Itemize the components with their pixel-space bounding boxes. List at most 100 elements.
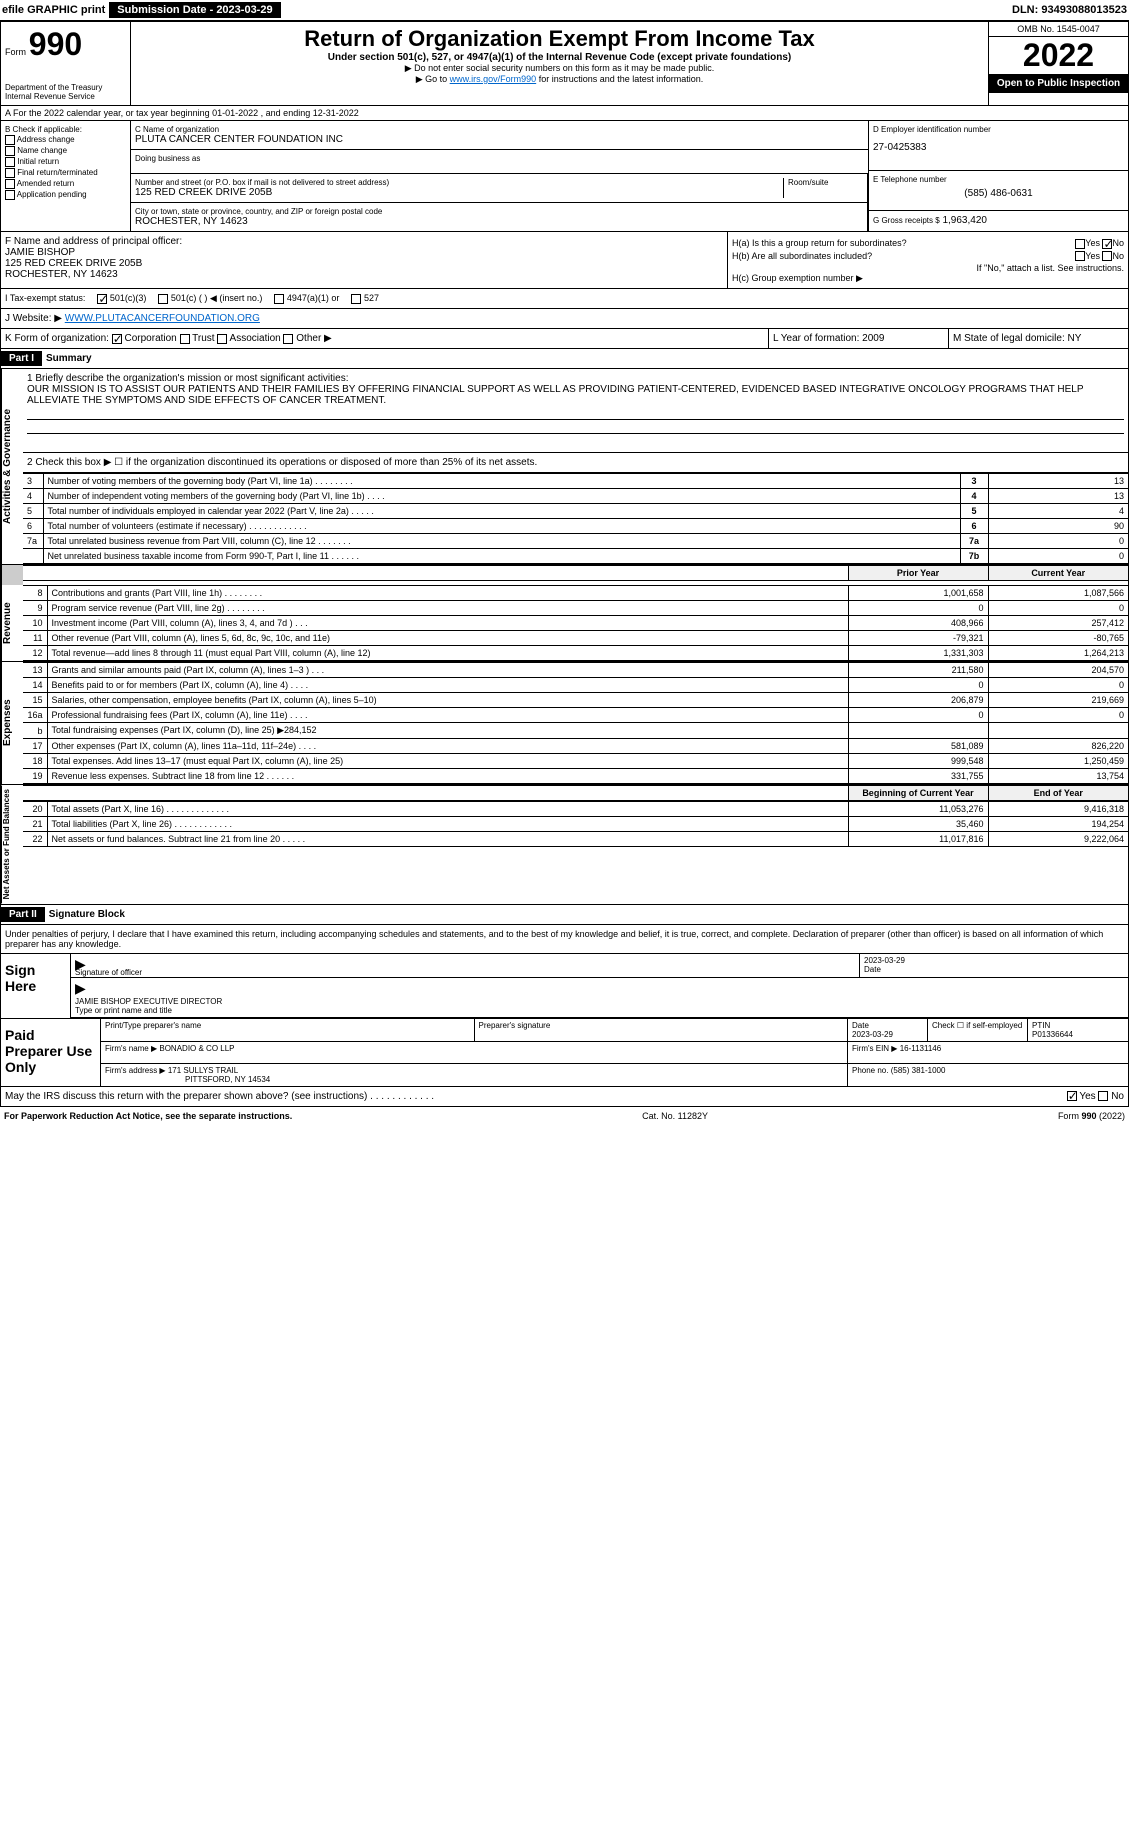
officer-addr2: ROCHESTER, NY 14623	[5, 269, 723, 280]
submission-date-button[interactable]: Submission Date - 2023-03-29	[109, 2, 280, 18]
dln-label: DLN: 93493088013523	[1012, 4, 1127, 16]
ha-label: H(a) Is this a group return for subordin…	[732, 238, 907, 249]
check-b-option[interactable]: Final return/terminated	[5, 168, 126, 178]
col-d: D Employer identification number 27-0425…	[868, 121, 1128, 231]
hb-no-checkbox[interactable]	[1102, 251, 1112, 261]
footer: For Paperwork Reduction Act Notice, see …	[0, 1107, 1129, 1125]
org-name: PLUTA CANCER CENTER FOUNDATION INC	[135, 134, 864, 145]
street-box: Number and street (or P.O. box if mail i…	[135, 178, 783, 198]
l-year: L Year of formation: 2009	[768, 329, 948, 348]
part-2: Part II Signature Block Under penalties …	[0, 905, 1129, 1107]
table-row: 10Investment income (Part VIII, column (…	[23, 616, 1128, 631]
mission-text: OUR MISSION IS TO ASSIST OUR PATIENTS AN…	[27, 384, 1124, 406]
table-row: 16aProfessional fundraising fees (Part I…	[23, 708, 1128, 723]
firm-ein-cell: Firm's EIN ▶ 16-1131146	[848, 1042, 1128, 1063]
ein-box: D Employer identification number 27-0425…	[869, 121, 1128, 171]
irs-link[interactable]: www.irs.gov/Form990	[450, 74, 537, 84]
k-option[interactable]: Other ▶	[283, 333, 331, 344]
part-2-header: Part II	[1, 907, 45, 922]
header-right: OMB No. 1545-0047 2022 Open to Public In…	[988, 22, 1128, 105]
mission-label: 1 Briefly describe the organization's mi…	[27, 373, 1124, 384]
hb-note: If "No," attach a list. See instructions…	[732, 263, 1124, 273]
k-label: K Form of organization:	[5, 333, 109, 344]
table-row: 3Number of voting members of the governi…	[23, 474, 1128, 489]
form-prefix: Form	[5, 47, 26, 57]
col-c-org: C Name of organization PLUTA CANCER CENT…	[131, 121, 868, 231]
section-b-cd: B Check if applicable: Address change Na…	[0, 121, 1129, 232]
check-b-option[interactable]: Application pending	[5, 190, 126, 200]
col-b-checkboxes: B Check if applicable: Address change Na…	[1, 121, 131, 231]
ptin-cell: PTINP01336644	[1028, 1019, 1128, 1041]
check-b-option[interactable]: Address change	[5, 135, 126, 145]
check-b-option[interactable]: Amended return	[5, 179, 126, 189]
ha-no-checkbox[interactable]	[1102, 239, 1112, 249]
phone-value: (585) 486-0631	[873, 188, 1124, 199]
table-row: 22Net assets or fund balances. Subtract …	[23, 832, 1128, 847]
officer-name-field: ▶ JAMIE BISHOP EXECUTIVE DIRECTOR Type o…	[71, 978, 1128, 1017]
website-link[interactable]: WWW.PLUTACANCERFOUNDATION.ORG	[65, 313, 260, 324]
hb-answers: Yes No	[1075, 251, 1124, 262]
top-bar: efile GRAPHIC print Submission Date - 20…	[0, 0, 1129, 21]
gov-table: 3Number of voting members of the governi…	[23, 473, 1128, 564]
discuss-answers: Yes No	[1067, 1091, 1124, 1102]
section-fh: F Name and address of principal officer:…	[0, 232, 1129, 289]
discuss-yes-checkbox[interactable]	[1067, 1091, 1077, 1101]
phone-box: E Telephone number (585) 486-0631	[869, 171, 1128, 211]
hc-label: H(c) Group exemption number ▶	[732, 273, 1124, 284]
gross-box: G Gross receipts $ 1,963,420	[869, 211, 1128, 230]
col-f: F Name and address of principal officer:…	[1, 232, 728, 288]
table-row: 6Total number of volunteers (estimate if…	[23, 519, 1128, 534]
org-name-box: C Name of organization PLUTA CANCER CENT…	[131, 121, 868, 150]
goto-instruction: ▶ Go to www.irs.gov/Form990 for instruct…	[135, 74, 984, 85]
4947-checkbox[interactable]	[274, 294, 284, 304]
end-year-header: End of Year	[988, 786, 1128, 801]
table-row: 11Other revenue (Part VIII, column (A), …	[23, 631, 1128, 646]
part-1: Part I Summary Activities & Governance 1…	[0, 349, 1129, 904]
m-state: M State of legal domicile: NY	[948, 329, 1128, 348]
ha-yes-checkbox[interactable]	[1075, 239, 1085, 249]
dept-label: Department of the Treasury	[5, 83, 126, 92]
tax-year: 2022	[989, 37, 1128, 74]
subtitle: Under section 501(c), 527, or 4947(a)(1)…	[135, 52, 984, 63]
table-row: 9Program service revenue (Part VIII, lin…	[23, 601, 1128, 616]
sig-date-field: 2023-03-29 Date	[860, 954, 1128, 977]
sign-here-label: Sign Here	[1, 954, 71, 1018]
ein-value: 27-0425383	[873, 142, 1124, 153]
street-value: 125 RED CREEK DRIVE 205B	[135, 187, 783, 198]
self-emp-cell: Check ☐ if self-employed	[928, 1019, 1028, 1041]
table-row: 20Total assets (Part X, line 16) . . . .…	[23, 802, 1128, 817]
table-row: 17Other expenses (Part IX, column (A), l…	[23, 739, 1128, 754]
prep-date-cell: Date2023-03-29	[848, 1019, 928, 1041]
net-header-table: Beginning of Current YearEnd of Year	[23, 785, 1128, 801]
501c-checkbox[interactable]	[158, 294, 168, 304]
side-governance: Activities & Governance	[1, 369, 23, 564]
hb-yes-checkbox[interactable]	[1075, 251, 1085, 261]
check-b-option[interactable]: Name change	[5, 146, 126, 156]
table-row: 13Grants and similar amounts paid (Part …	[23, 663, 1128, 678]
table-row: 19Revenue less expenses. Subtract line 1…	[23, 769, 1128, 784]
city-label: City or town, state or province, country…	[135, 207, 863, 216]
officer-addr1: 125 RED CREEK DRIVE 205B	[5, 258, 723, 269]
527-checkbox[interactable]	[351, 294, 361, 304]
begin-year-header: Beginning of Current Year	[848, 786, 988, 801]
phone-label: E Telephone number	[873, 175, 1124, 184]
net-table: 20Total assets (Part X, line 16) . . . .…	[23, 801, 1128, 847]
ssn-note: ▶ Do not enter social security numbers o…	[135, 63, 984, 74]
check-b-option[interactable]: Initial return	[5, 157, 126, 167]
paid-prep-label: Paid Preparer Use Only	[1, 1019, 101, 1086]
k-option[interactable]: Corporation	[112, 333, 180, 344]
web-j-label: J Website: ▶	[5, 313, 62, 324]
dba-box: Doing business as	[131, 150, 868, 174]
k-option[interactable]: Trust	[180, 333, 218, 344]
firm-phone-cell: Phone no. (585) 381-1000	[848, 1064, 1128, 1086]
table-row: 8Contributions and grants (Part VIII, li…	[23, 586, 1128, 601]
omb-number: OMB No. 1545-0047	[989, 22, 1128, 37]
header-middle: Return of Organization Exempt From Incom…	[131, 22, 988, 105]
k-option[interactable]: Association	[217, 333, 283, 344]
discuss-no-checkbox[interactable]	[1098, 1091, 1108, 1101]
sig-officer-field[interactable]: ▶ Signature of officer	[71, 954, 860, 977]
year-header-table: Prior YearCurrent Year	[23, 565, 1128, 581]
dba-label: Doing business as	[135, 154, 864, 163]
501c3-checkbox[interactable]	[97, 294, 107, 304]
line-2: 2 Check this box ▶ ☐ if the organization…	[23, 453, 1128, 473]
